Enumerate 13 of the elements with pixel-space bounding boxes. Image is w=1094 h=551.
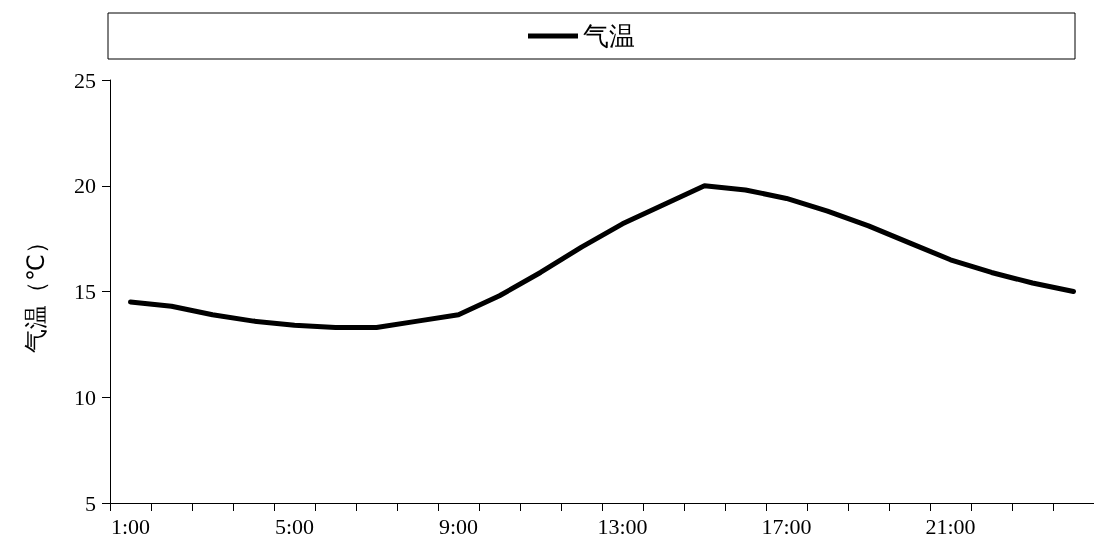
x-tick-label: 1:00 — [110, 513, 151, 539]
y-tick-label: 20 — [74, 173, 96, 199]
x-tick-label: 5:00 — [274, 513, 315, 539]
y-tick-label: 25 — [74, 67, 96, 93]
x-tick-label: 13:00 — [597, 513, 648, 539]
y-tick-label: 5 — [85, 490, 96, 516]
x-tick-label: 17:00 — [761, 513, 812, 539]
legend-label: 气温 — [583, 21, 635, 51]
y-tick-label: 10 — [74, 384, 96, 410]
x-tick-label: 9:00 — [438, 513, 479, 539]
x-tick-label: 21:00 — [925, 513, 976, 539]
y-axis-title: 气温（℃） — [22, 230, 50, 353]
y-tick-label: 15 — [74, 279, 96, 304]
